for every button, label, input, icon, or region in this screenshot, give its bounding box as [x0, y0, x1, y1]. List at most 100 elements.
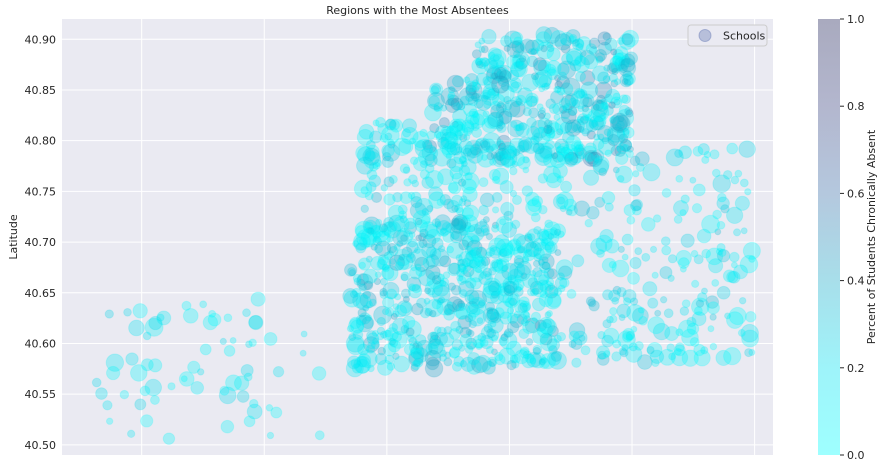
- school-point: [548, 66, 556, 74]
- school-point: [243, 372, 253, 382]
- school-point: [498, 336, 508, 347]
- school-point: [419, 169, 430, 180]
- school-point: [458, 239, 470, 251]
- school-point: [565, 135, 582, 152]
- school-point: [450, 217, 467, 234]
- school-point: [460, 214, 479, 233]
- school-point: [410, 344, 425, 360]
- school-point: [390, 312, 398, 321]
- school-point: [482, 267, 493, 278]
- school-point: [608, 101, 616, 109]
- school-point: [410, 347, 423, 360]
- school-point: [347, 266, 357, 277]
- school-point: [356, 273, 374, 291]
- school-point: [471, 49, 482, 60]
- school-point: [556, 75, 571, 90]
- school-point: [511, 54, 525, 68]
- school-point: [526, 55, 539, 68]
- school-point: [377, 122, 389, 135]
- school-point: [573, 141, 583, 150]
- school-point: [482, 110, 490, 118]
- school-point: [531, 38, 545, 52]
- school-point: [447, 93, 455, 101]
- school-point: [270, 406, 283, 419]
- school-point: [607, 133, 620, 147]
- school-point: [448, 347, 460, 359]
- school-point: [389, 118, 404, 133]
- school-point: [568, 146, 585, 164]
- school-point: [265, 403, 274, 412]
- school-point: [728, 251, 740, 263]
- school-point: [459, 326, 472, 339]
- school-point: [554, 116, 573, 135]
- school-point: [598, 167, 608, 177]
- school-point: [619, 94, 629, 104]
- school-point: [711, 278, 720, 287]
- school-point: [464, 114, 480, 130]
- school-point: [526, 228, 541, 243]
- school-point: [480, 153, 488, 162]
- school-point: [453, 150, 467, 165]
- school-point: [489, 158, 497, 166]
- school-point: [379, 287, 388, 297]
- school-point: [524, 191, 540, 207]
- school-point: [423, 287, 432, 295]
- school-point: [477, 300, 486, 309]
- school-point: [604, 238, 620, 254]
- school-point: [558, 97, 571, 110]
- school-point: [594, 48, 608, 62]
- school-point: [457, 263, 467, 273]
- school-point: [469, 143, 482, 156]
- school-point: [544, 291, 562, 310]
- school-point: [428, 191, 446, 209]
- school-point: [550, 223, 567, 239]
- school-point: [537, 126, 546, 134]
- school-point: [618, 133, 629, 144]
- school-point: [356, 355, 368, 368]
- school-point: [576, 116, 595, 135]
- school-point: [640, 217, 656, 232]
- school-point: [443, 307, 452, 316]
- school-point: [461, 178, 477, 195]
- school-point: [716, 248, 731, 263]
- school-point: [457, 258, 469, 271]
- school-point: [666, 343, 675, 352]
- school-point: [465, 337, 478, 350]
- school-point: [500, 201, 515, 217]
- school-point: [478, 37, 486, 45]
- school-point: [556, 146, 575, 165]
- school-point: [479, 334, 494, 350]
- school-point: [620, 55, 631, 66]
- school-point: [509, 313, 525, 329]
- y-tick-label: 40.75: [25, 185, 57, 198]
- legend-label-schools: Schools: [723, 30, 766, 43]
- school-point: [410, 191, 422, 203]
- school-point: [458, 344, 466, 352]
- school-point: [429, 309, 437, 318]
- school-point: [454, 130, 463, 139]
- school-point: [225, 374, 242, 392]
- school-point: [91, 377, 102, 388]
- school-point: [471, 110, 479, 119]
- school-point: [475, 94, 492, 111]
- school-point: [373, 235, 381, 244]
- school-point: [748, 255, 756, 263]
- school-point: [529, 241, 537, 249]
- school-point: [586, 151, 603, 168]
- school-point: [492, 152, 507, 168]
- school-point: [223, 345, 236, 357]
- school-point: [511, 160, 519, 168]
- school-point: [391, 317, 410, 336]
- school-point: [612, 285, 622, 295]
- school-point: [673, 347, 682, 356]
- school-point: [503, 44, 511, 52]
- school-point: [478, 61, 487, 70]
- school-point: [373, 277, 382, 286]
- school-point: [497, 247, 513, 263]
- school-point: [374, 271, 382, 279]
- school-point: [476, 259, 487, 269]
- school-point: [413, 247, 421, 255]
- school-point: [381, 151, 392, 162]
- school-point: [447, 262, 461, 277]
- school-point: [548, 282, 556, 290]
